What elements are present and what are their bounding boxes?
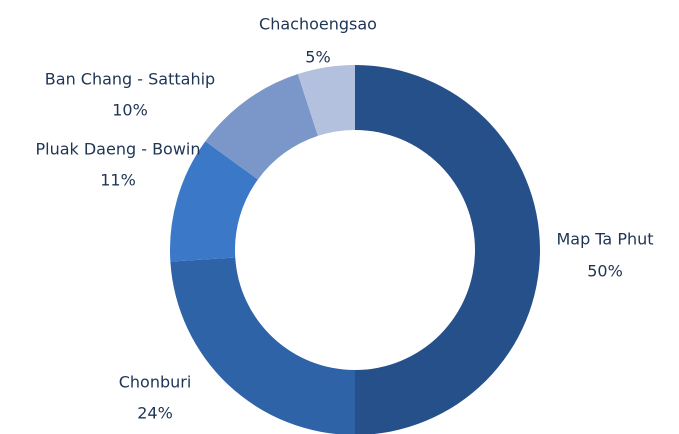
segment-name: Ban Chang - Sattahip [45, 70, 215, 89]
donut-segment [170, 141, 258, 262]
donut-segment [205, 74, 318, 180]
donut-segment [170, 257, 355, 434]
segment-value: 11% [100, 171, 136, 190]
segment-value: 10% [112, 101, 148, 120]
segment-name: Map Ta Phut [556, 230, 653, 249]
segment-name: Pluak Daeng - Bowin [35, 140, 200, 159]
segment-name: Chachoengsao [259, 15, 377, 34]
donut-segment [355, 65, 540, 434]
segment-name: Chonburi [119, 373, 192, 392]
segment-value: 24% [137, 404, 173, 423]
donut-segment [297, 65, 355, 136]
segment-value: 50% [587, 262, 623, 281]
segment-value: 5% [305, 48, 330, 67]
